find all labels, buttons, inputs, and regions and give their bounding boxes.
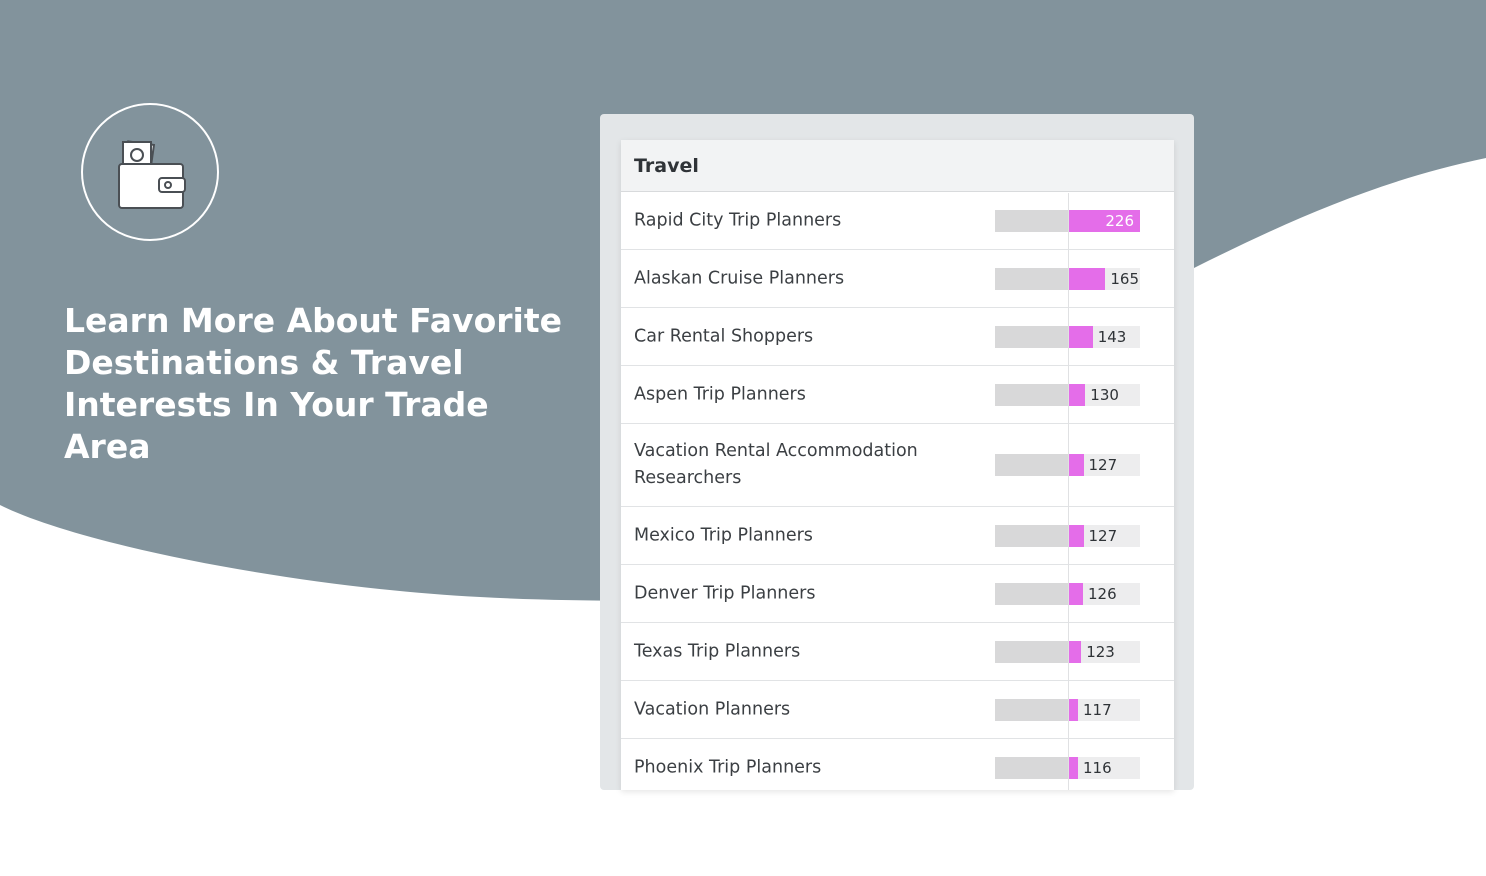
bar-value: 127 <box>1088 456 1118 474</box>
bar-baseline-segment <box>995 209 1068 232</box>
bar-fill <box>1068 640 1082 663</box>
bar-fill <box>1068 383 1086 406</box>
bar-fill <box>1068 524 1084 547</box>
interest-label: Car Rental Shoppers <box>634 326 814 346</box>
wallet-icon-circle <box>81 103 219 241</box>
panel-title: Travel <box>621 140 1174 192</box>
interest-label: Denver Trip Planners <box>634 583 816 603</box>
interest-row[interactable]: Texas Trip Planners 123 <box>621 623 1174 681</box>
bar-fill <box>1068 267 1106 290</box>
bar-baseline-segment <box>995 524 1068 547</box>
index-bar: 116 <box>995 756 1140 779</box>
bar-fill <box>1068 209 1140 232</box>
bar-fill <box>1068 325 1093 348</box>
index-bar: 226 <box>995 209 1140 232</box>
bar-value: 226 <box>1105 211 1134 230</box>
bar-value: 123 <box>1086 642 1115 661</box>
interest-label: Vacation Rental Accommodation Researcher… <box>634 441 918 488</box>
interest-label: Alaskan Cruise Planners <box>634 268 845 288</box>
bar-baseline-segment <box>995 454 1068 476</box>
interest-label: Phoenix Trip Planners <box>634 757 822 777</box>
bar-baseline-segment <box>995 267 1068 290</box>
index-bar: 130 <box>995 383 1140 406</box>
bar-baseline-segment <box>995 698 1068 721</box>
bar-value: 143 <box>1097 327 1127 346</box>
index-bar: 123 <box>995 640 1140 663</box>
index-bar: 143 <box>995 325 1140 348</box>
interest-label: Texas Trip Planners <box>634 641 801 661</box>
bar-value: 116 <box>1083 758 1112 777</box>
interest-label: Mexico Trip Planners <box>634 525 813 545</box>
bar-baseline-segment <box>995 640 1068 663</box>
interest-row[interactable]: Denver Trip Planners 126 <box>621 565 1174 623</box>
interest-row[interactable]: Alaskan Cruise Planners 165 <box>621 250 1174 308</box>
bar-value: 126 <box>1088 584 1117 603</box>
headline-line: Interests In Your Trade Area <box>64 385 489 466</box>
bar-fill <box>1068 454 1084 476</box>
bar-value: 130 <box>1090 385 1119 404</box>
bar-baseline-segment <box>995 325 1068 348</box>
bar-fill <box>1068 756 1078 779</box>
interest-list: Rapid City Trip Planners 226 Alaskan Cruis… <box>621 192 1174 790</box>
interest-label: Aspen Trip Planners <box>634 384 806 404</box>
interest-row[interactable]: Mexico Trip Planners 127 <box>621 507 1174 565</box>
interest-row[interactable]: Vacation Planners 117 <box>621 681 1174 739</box>
index-bar: 127 <box>995 524 1140 547</box>
bar-value: 117 <box>1083 700 1112 719</box>
interest-row[interactable]: Car Rental Shoppers 143 <box>621 308 1174 366</box>
index-bar: 165 <box>995 267 1140 290</box>
interest-row[interactable]: Rapid City Trip Planners 226 <box>621 192 1174 250</box>
headline-line: Destinations & Travel <box>64 343 464 382</box>
interest-label: Rapid City Trip Planners <box>634 210 842 230</box>
index-bar: 127 <box>995 454 1140 476</box>
interest-row[interactable]: Aspen Trip Planners 130 <box>621 366 1174 424</box>
bar-baseline-segment <box>995 756 1068 779</box>
baseline-divider <box>1068 193 1069 790</box>
bar-fill <box>1068 698 1078 721</box>
headline-line: Learn More About Favorite <box>64 301 562 340</box>
interest-row[interactable]: Phoenix Trip Planners 116 <box>621 739 1174 790</box>
interest-label: Vacation Planners <box>634 699 791 719</box>
hero-headline: Learn More About Favorite Destinations &… <box>64 300 584 468</box>
bar-value: 127 <box>1088 526 1118 545</box>
index-bar: 117 <box>995 698 1140 721</box>
bar-baseline-segment <box>995 383 1068 406</box>
bar-value: 165 <box>1110 269 1140 288</box>
interest-row[interactable]: Vacation Rental Accommodation Researcher… <box>621 424 1174 507</box>
bar-fill <box>1068 582 1083 605</box>
index-bar: 126 <box>995 582 1140 605</box>
travel-panel: Travel Rapid City Trip Planners 226 Alaska… <box>621 140 1174 790</box>
wallet-icon <box>118 140 186 209</box>
bar-baseline-segment <box>995 582 1068 605</box>
